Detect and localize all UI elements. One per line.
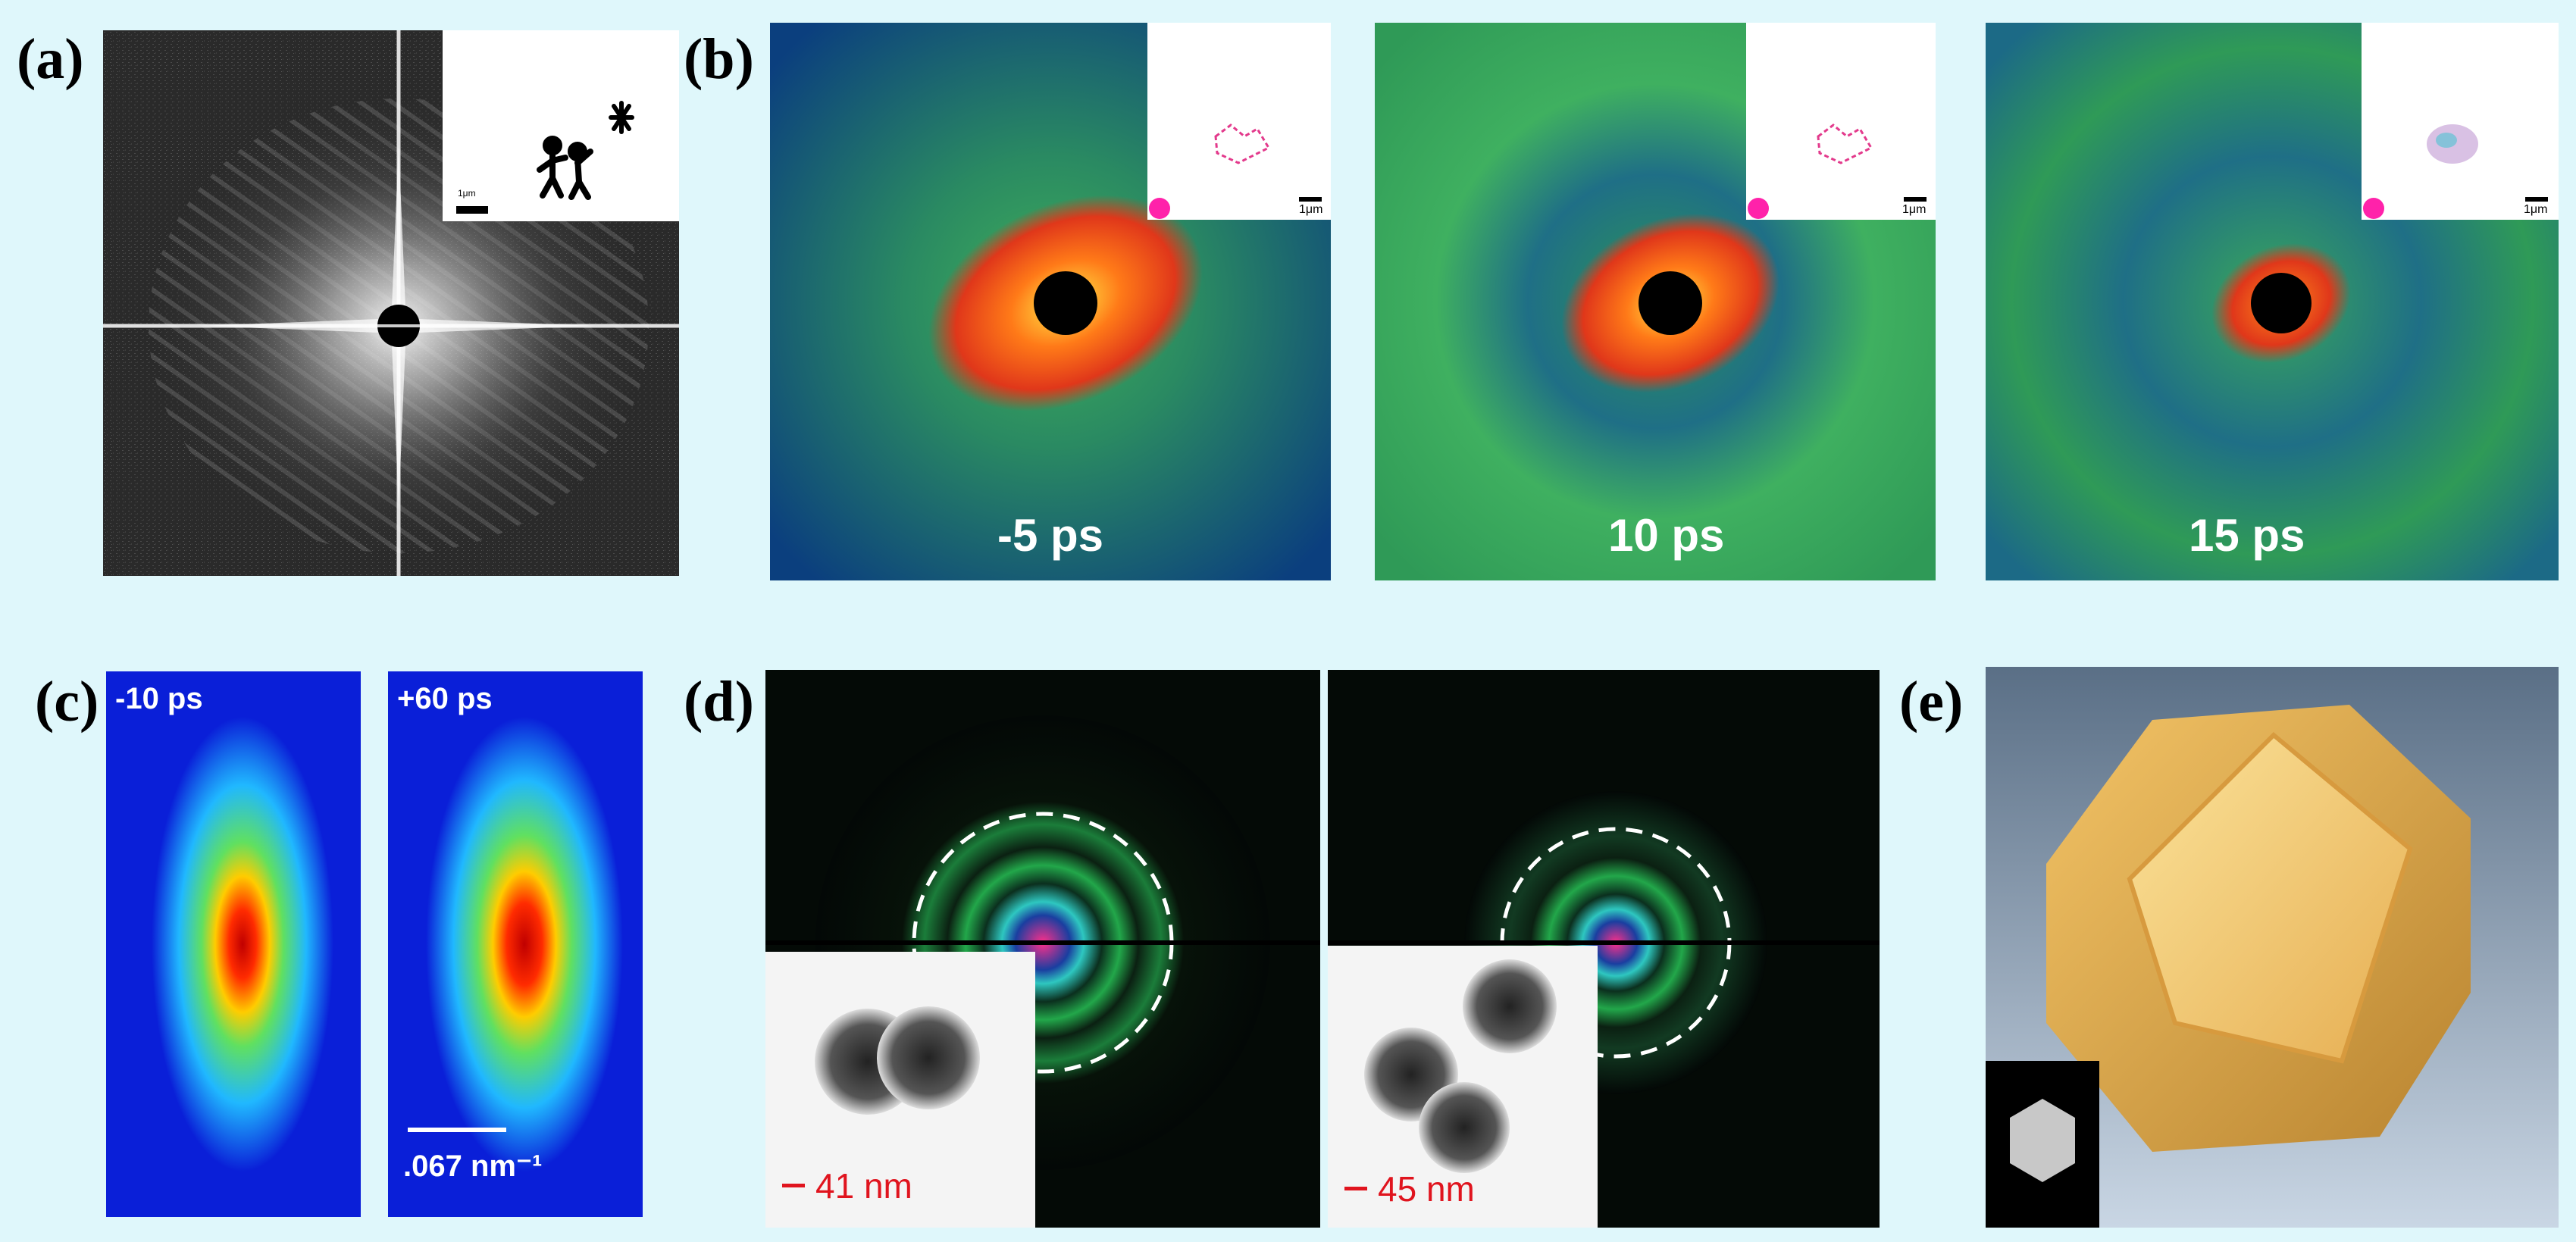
panel-b-frame-3-time: 15 ps [2189, 510, 2305, 561]
panel-b-label: (b) [684, 27, 754, 91]
panel-b-frame-1-inset: 1μm [1147, 23, 1331, 220]
panel-b-frame-2-time: 10 ps [1608, 510, 1725, 561]
panel-c-label: (c) [35, 670, 99, 734]
panel-e-render [1986, 667, 2559, 1228]
panel-c-frame-1-time: -10 ps [115, 682, 203, 715]
panel-e-label: (e) [1899, 670, 1964, 734]
panel-d-label: (d) [684, 670, 754, 734]
panel-b-frame-1-time: -5 ps [997, 510, 1104, 561]
panel-b-frame-3-inset: 1μm [2362, 23, 2559, 220]
panel-b-frame-2: 1μm 10 ps [1375, 23, 1936, 580]
panel-b-frame-2-inset: 1μm [1746, 23, 1936, 220]
panel-a-inset-scale: 1μm [458, 188, 476, 199]
panel-a-label: (a) [17, 27, 84, 91]
panel-b-frame-3-inset-scale: 1μm [2524, 203, 2548, 216]
panel-c-frame-2: +60 ps .067 nm⁻¹ [388, 671, 643, 1217]
panel-a-inset: 1μm [443, 30, 679, 221]
panel-c-frame-2-time: +60 ps [397, 682, 493, 715]
panel-b-frame-2-inset-scale: 1μm [1902, 203, 1927, 216]
panel-d-frame-2-inset: 45 nm [1328, 946, 1598, 1228]
panel-d-frame-1: 41 nm [765, 670, 1320, 1228]
panel-d-frame-1-inset: 41 nm [765, 952, 1035, 1228]
panel-d-frame-2-scale: 45 nm [1378, 1169, 1475, 1209]
panel-b-frame-3: 1μm 15 ps [1986, 23, 2559, 580]
panel-b-frame-1: 1μm -5 ps [770, 23, 1331, 580]
panel-d-frame-1-scale: 41 nm [815, 1166, 912, 1206]
panel-c-frame-1: -10 ps [106, 671, 361, 1217]
panel-b-frame-1-inset-scale: 1μm [1299, 203, 1323, 216]
panel-d-frame-2: 45 nm [1328, 670, 1880, 1228]
panel-e-inset [1986, 1061, 2099, 1228]
panel-c-scale: .067 nm⁻¹ [403, 1150, 543, 1183]
